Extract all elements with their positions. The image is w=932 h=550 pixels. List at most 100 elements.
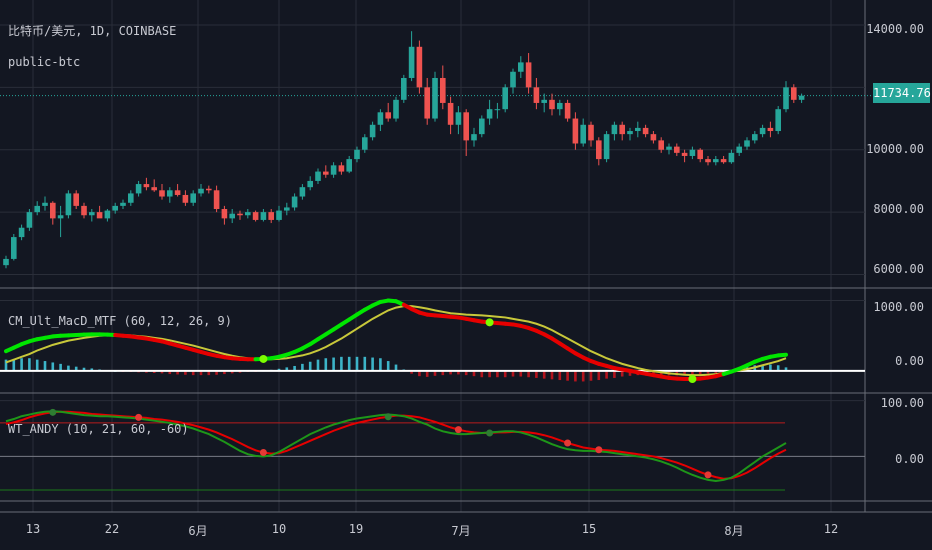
wt-cross-marker [564,439,572,447]
candle-body [611,124,618,135]
candle-body [494,109,501,111]
macd-histogram-bar [184,370,187,375]
candle-body [432,77,438,119]
macd-histogram-bar [503,370,507,378]
wt-cross-marker [384,413,392,421]
macd-histogram-bar [714,370,718,374]
candle-body [354,149,360,160]
macd-tick: 0.00 [895,354,924,368]
macd-histogram-bar [620,370,624,377]
candle-body [284,207,290,211]
macd-title[interactable]: CM_Ult_MacD_MTF (60, 12, 26, 9) [8,314,232,328]
candle-body [479,118,485,135]
macd-histogram-bar [51,362,55,371]
candle-body [463,112,469,141]
macd-histogram-bar [496,370,499,378]
candle-body [635,127,641,132]
macd-histogram-bar [527,370,530,378]
macd-histogram-bar [784,367,788,371]
candle-body [424,87,430,119]
wt-title[interactable]: WT_ANDY (10, 21, 60, -60) [8,422,189,436]
candle-body [486,109,493,119]
macd-histogram-bar [566,370,569,381]
candle-body [120,202,126,206]
macd-histogram-bar [371,357,374,371]
macd-histogram-bar [464,370,468,376]
candle-body [206,188,212,191]
macd-histogram-bar [519,370,523,377]
candle-body [666,146,672,150]
time-tick: 6月 [188,524,208,538]
candle-body [650,134,657,141]
candle-body [744,140,750,147]
macd-histogram-bar [542,370,546,379]
macd-histogram-bar [293,365,296,371]
wt-tick: 0.00 [895,452,924,466]
candle-body [323,171,329,175]
candle-body [260,212,267,220]
macd-histogram-bar [394,364,398,371]
candle-body [541,99,547,103]
macd-histogram-bar [90,368,94,371]
time-tick: 12 [823,522,839,536]
candle-body [705,159,711,163]
macd-histogram-bar [340,356,343,371]
macd-histogram-bar [386,361,390,371]
macd-histogram-bar [558,370,562,381]
candle-body [151,187,157,191]
candle-body [416,46,423,88]
candle-body [65,193,72,216]
candle-body [221,209,228,219]
candle-body [557,102,563,110]
macd-histogram-bar [449,370,452,375]
candle-body [471,134,477,141]
candle-body [775,109,781,132]
candle-body [34,205,40,213]
time-tick: 22 [104,522,120,536]
candle-body [580,124,586,144]
macd-histogram-bar [769,364,772,371]
candle-body [174,190,181,195]
candle-body [393,99,399,119]
macd-histogram-bar [776,365,780,371]
candle-body [627,131,633,135]
macd-histogram-bar [59,363,62,371]
macd-histogram-bar [20,358,23,371]
last-price-tag: 11734.76 [873,83,931,103]
candle-body [167,190,173,197]
candle-body [276,210,282,220]
macd-histogram-bar [316,359,320,371]
script-name[interactable]: public-btc [8,55,81,69]
macd-histogram-bar [379,358,382,371]
candle-body [502,87,508,110]
candle-body [104,210,111,219]
macd-histogram-bar [613,370,616,378]
macd-histogram-bar [652,370,655,375]
time-tick: 10 [271,522,287,536]
candle-body [752,134,758,141]
macd-histogram-bar [332,357,335,371]
macd-histogram-bar [511,370,515,377]
candle-body [299,187,306,197]
candle-body [619,124,625,135]
time-tick: 19 [348,522,364,536]
macd-histogram-bar [433,370,437,376]
time-tick: 8月 [724,524,744,538]
candle-body [518,62,524,72]
candle-body [658,140,664,150]
macd-histogram-bar [698,370,702,375]
symbol-title[interactable]: 比特币/美元, 1D, COINBASE [8,24,177,38]
candle-body [198,188,204,194]
macd-histogram-bar [324,358,328,371]
macd-histogram-bar [363,356,367,371]
macd-histogram-bar [581,370,585,382]
price-tick: 6000.00 [873,262,924,276]
macd-histogram-bar [207,370,211,376]
candle-body [674,146,680,153]
wt-cross-marker [49,408,57,416]
macd-histogram-bar [761,364,764,371]
macd-histogram-bar [347,356,351,371]
macd-histogram-bar [215,370,218,375]
